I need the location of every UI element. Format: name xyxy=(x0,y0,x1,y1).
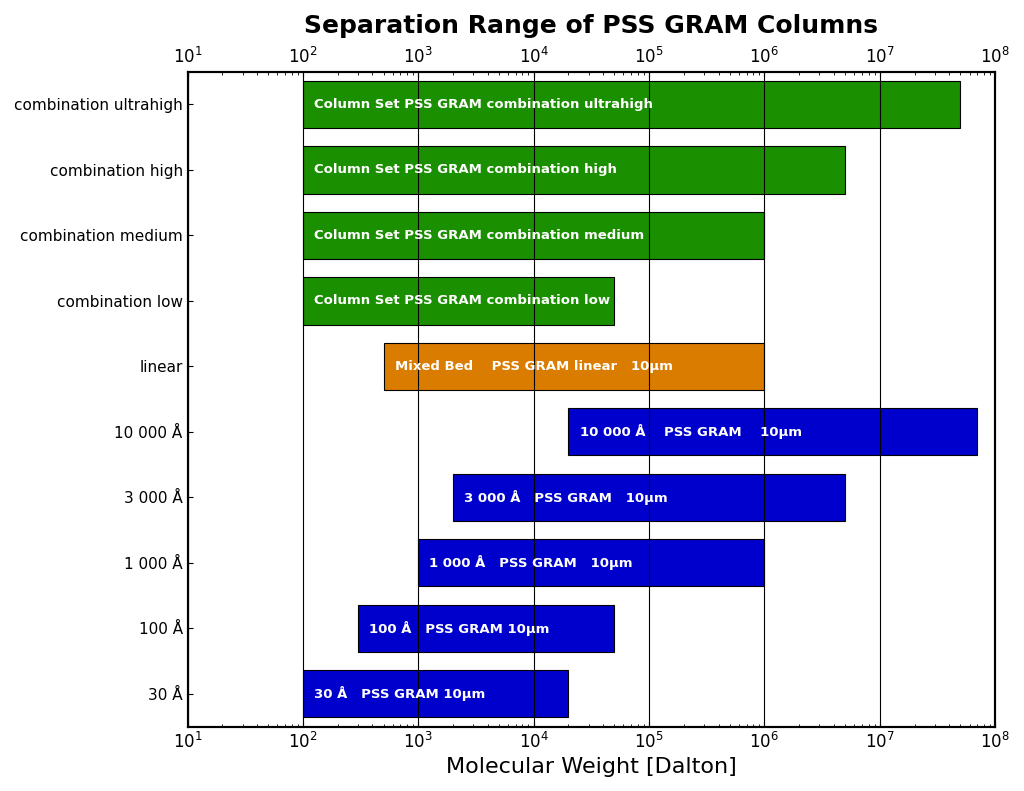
Bar xyxy=(568,408,977,456)
Bar xyxy=(418,539,765,586)
Bar xyxy=(303,670,568,717)
Bar xyxy=(453,474,845,521)
Bar xyxy=(303,278,614,324)
Bar xyxy=(303,81,961,128)
Text: 100 Å   PSS GRAM 10μm: 100 Å PSS GRAM 10μm xyxy=(369,621,550,636)
Bar xyxy=(358,605,614,652)
Text: 30 Å   PSS GRAM 10μm: 30 Å PSS GRAM 10μm xyxy=(314,687,485,702)
Title: Separation Range of PSS GRAM Columns: Separation Range of PSS GRAM Columns xyxy=(304,14,879,38)
Bar xyxy=(303,146,845,194)
Text: Mixed Bed    PSS GRAM linear   10μm: Mixed Bed PSS GRAM linear 10μm xyxy=(394,360,673,373)
Text: 1 000 Å   PSS GRAM   10μm: 1 000 Å PSS GRAM 10μm xyxy=(429,555,633,570)
Text: Column Set PSS GRAM combination low: Column Set PSS GRAM combination low xyxy=(314,294,610,308)
X-axis label: Molecular Weight [Dalton]: Molecular Weight [Dalton] xyxy=(446,757,736,777)
Bar xyxy=(384,343,765,390)
Text: 3 000 Å   PSS GRAM   10μm: 3 000 Å PSS GRAM 10μm xyxy=(464,490,668,505)
Text: 10 000 Å    PSS GRAM    10μm: 10 000 Å PSS GRAM 10μm xyxy=(580,425,802,440)
Text: Column Set PSS GRAM combination high: Column Set PSS GRAM combination high xyxy=(314,164,616,176)
Bar xyxy=(303,212,765,259)
Text: Column Set PSS GRAM combination ultrahigh: Column Set PSS GRAM combination ultrahig… xyxy=(314,98,653,111)
Text: Column Set PSS GRAM combination medium: Column Set PSS GRAM combination medium xyxy=(314,229,644,242)
